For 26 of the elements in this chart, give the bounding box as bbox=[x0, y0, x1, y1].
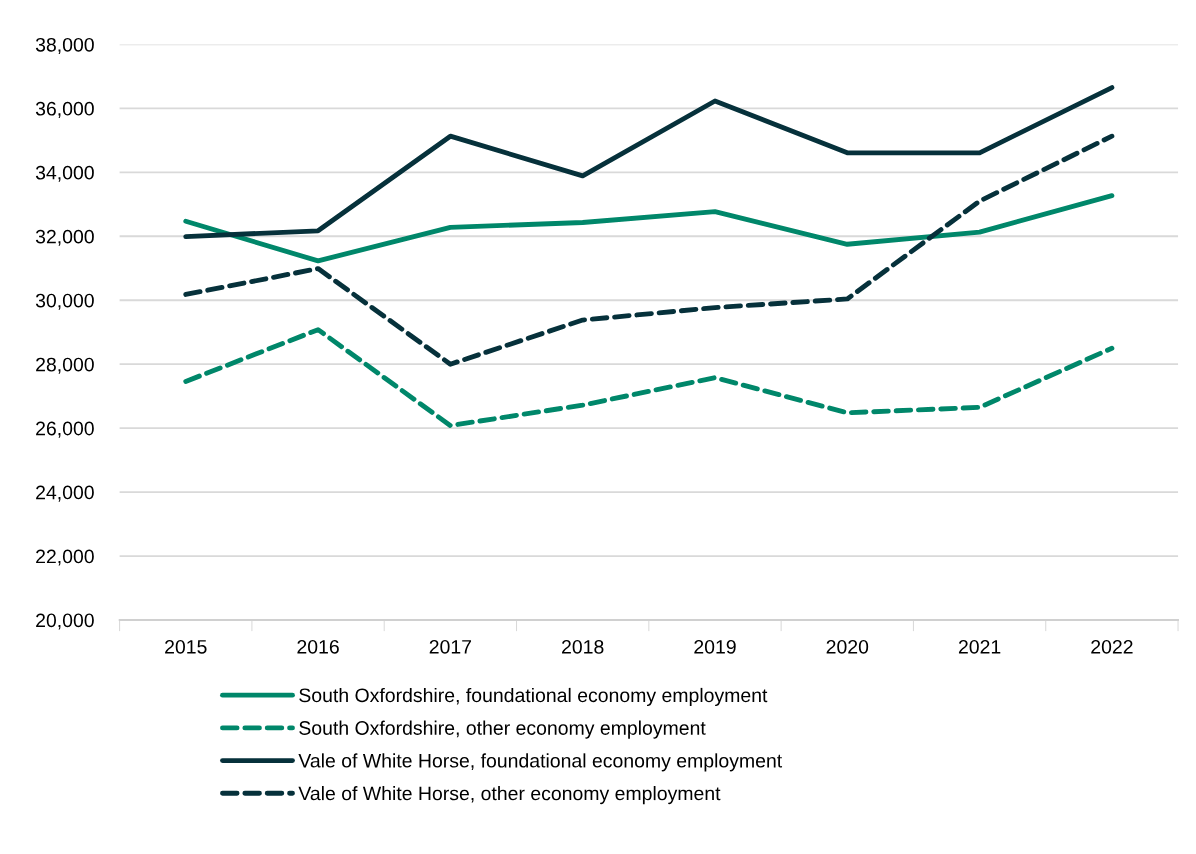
line-series bbox=[183, 327, 1115, 429]
y-tick-label: 28,000 bbox=[36, 357, 94, 374]
y-tick-label: 36,000 bbox=[35, 101, 94, 118]
line-series bbox=[183, 193, 1115, 264]
legend-label: Vale of White Horse, other economy employment bbox=[298, 786, 721, 805]
legend-label: Vale of White Horse, foundational economy employment bbox=[298, 753, 783, 772]
x-tick-label: 2020 bbox=[826, 639, 869, 654]
x-tick-label: 2018 bbox=[562, 639, 604, 654]
y-tick-label: 22,000 bbox=[36, 549, 94, 566]
x-tick-label: 2022 bbox=[1091, 639, 1133, 654]
line-series bbox=[183, 133, 1115, 367]
y-tick-label: 26,000 bbox=[36, 421, 94, 438]
legend-label: South Oxfordshire, foundational economy employment bbox=[299, 687, 768, 707]
legend-label: South Oxfordshire, other economy employment bbox=[299, 720, 706, 739]
x-tick-label: 2016 bbox=[297, 639, 339, 654]
y-tick-label: 30,000 bbox=[35, 293, 94, 310]
y-tick-label: 34,000 bbox=[35, 165, 94, 182]
x-tick-label: 2017 bbox=[429, 639, 472, 654]
y-tick-label: 38,000 bbox=[35, 37, 94, 54]
line-series bbox=[183, 85, 1115, 240]
y-tick-label: 20,000 bbox=[36, 613, 94, 630]
x-tick-label: 2019 bbox=[694, 639, 736, 654]
y-tick-label: 24,000 bbox=[36, 485, 94, 502]
x-tick-label: 2021 bbox=[958, 639, 1001, 654]
x-tick-label: 2015 bbox=[165, 639, 207, 654]
y-tick-label: 32,000 bbox=[35, 229, 94, 246]
